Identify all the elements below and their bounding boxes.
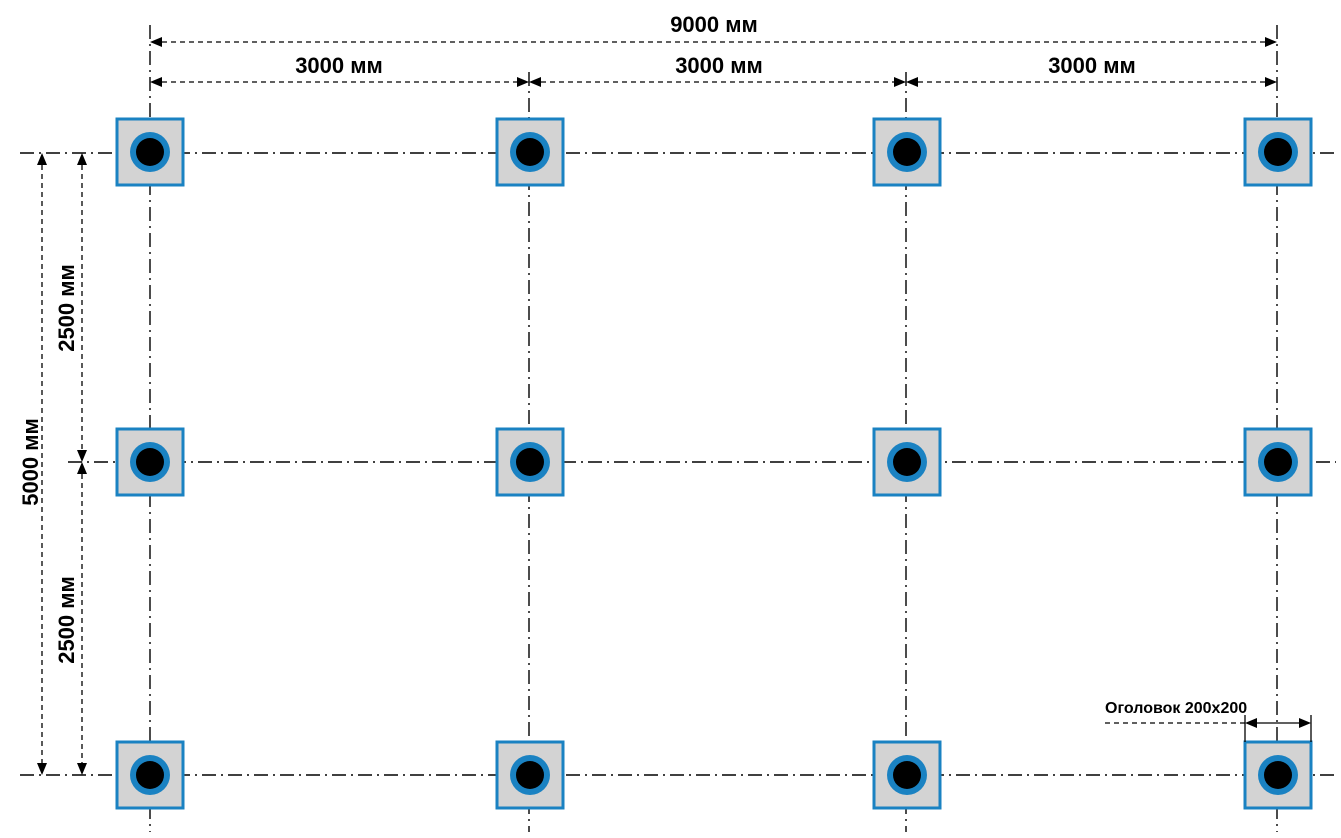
piles: [115, 117, 1313, 810]
pile-body: [1264, 138, 1292, 166]
pile-r3-c2: [495, 740, 565, 810]
pile-r2-c3: [872, 427, 942, 497]
pile-r3-c1: [115, 740, 185, 810]
span-1-label: 3000 мм: [295, 53, 383, 78]
pile-r1-c3: [872, 117, 942, 187]
pile-r3-c3: [872, 740, 942, 810]
pile-r1-c2: [495, 117, 565, 187]
pile-body: [893, 448, 921, 476]
dimension-spans: 3000 мм 3000 мм 3000 мм: [150, 53, 1277, 87]
arrow-right-icon: [1265, 37, 1277, 47]
pile-r3-c4: [1243, 740, 1313, 810]
pile-body: [1264, 448, 1292, 476]
half-height-top-label: 2500 мм: [54, 264, 79, 352]
pile-r1-c4: [1243, 117, 1313, 187]
pile-body: [893, 138, 921, 166]
pile-r2-c4: [1243, 427, 1313, 497]
pile-r2-c1: [115, 427, 185, 497]
dimension-total-height: 5000 мм: [18, 153, 47, 775]
cap-note-label: Оголовок 200х200: [1105, 700, 1247, 717]
pile-body: [136, 761, 164, 789]
pile-body: [516, 761, 544, 789]
pile-body: [516, 138, 544, 166]
total-width-label: 9000 мм: [670, 12, 758, 37]
pile-body: [136, 448, 164, 476]
arrow-up-icon: [77, 462, 87, 474]
span-2-label: 3000 мм: [675, 53, 763, 78]
pile-body: [893, 761, 921, 789]
pile-body: [1264, 761, 1292, 789]
dimension-total-width: 9000 мм: [150, 12, 1277, 47]
pile-body: [516, 448, 544, 476]
dimension-half-heights: 2500 мм 2500 мм: [54, 153, 87, 775]
span-3-label: 3000 мм: [1048, 53, 1136, 78]
pile-r1-c1: [115, 117, 185, 187]
cap-size-callout: Оголовок 200х200: [1105, 700, 1312, 742]
pile-r2-c2: [495, 427, 565, 497]
arrow-left-icon: [150, 77, 162, 87]
half-height-bottom-label: 2500 мм: [54, 576, 79, 664]
pile-cap: [115, 740, 185, 810]
total-height-label: 5000 мм: [18, 418, 43, 506]
arrow-right-icon: [1299, 718, 1311, 728]
arrow-left-icon: [906, 77, 918, 87]
arrow-left-icon: [1245, 718, 1257, 728]
arrow-up-icon: [77, 153, 87, 165]
arrow-left-icon: [150, 37, 162, 47]
arrow-right-icon: [1265, 77, 1277, 87]
pile-body: [136, 138, 164, 166]
arrow-down-icon: [77, 763, 87, 775]
arrow-right-icon: [894, 77, 906, 87]
arrow-right-icon: [517, 77, 529, 87]
arrow-down-icon: [77, 450, 87, 462]
arrow-up-icon: [37, 153, 47, 165]
arrow-down-icon: [37, 763, 47, 775]
arrow-left-icon: [529, 77, 541, 87]
